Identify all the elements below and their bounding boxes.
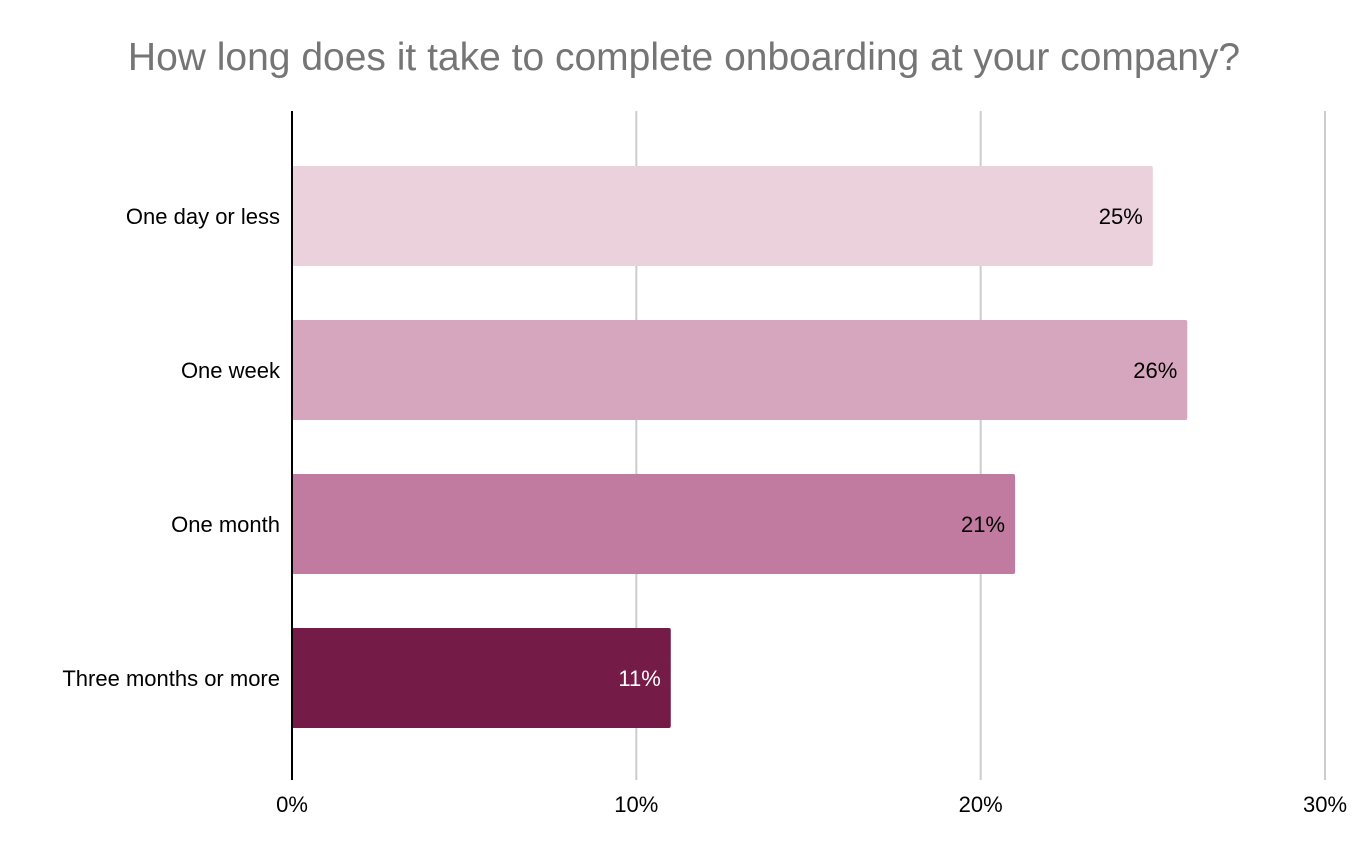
- category-label: One week: [181, 358, 281, 383]
- x-tick-label: 20%: [959, 792, 1003, 817]
- bar: [292, 320, 1188, 420]
- category-label: One day or less: [126, 204, 280, 229]
- bar: [292, 628, 671, 728]
- bar: [292, 474, 1016, 574]
- x-tick-label: 10%: [614, 792, 658, 817]
- labels: 0% 10% 20% 30% 25% One day or less 26% One week…: [62, 204, 1347, 817]
- bar: [292, 166, 1153, 266]
- data-label: 25%: [1099, 204, 1143, 229]
- data-label: 26%: [1133, 358, 1177, 383]
- x-tick-label: 0%: [276, 792, 308, 817]
- data-label: 21%: [961, 512, 1005, 537]
- x-tick-label: 30%: [1303, 792, 1347, 817]
- bars: [292, 166, 1188, 728]
- category-label: One month: [171, 512, 280, 537]
- chart-title: How long does it take to complete onboar…: [127, 36, 1241, 79]
- data-label: 11%: [618, 666, 660, 691]
- category-label: Three months or more: [62, 666, 280, 691]
